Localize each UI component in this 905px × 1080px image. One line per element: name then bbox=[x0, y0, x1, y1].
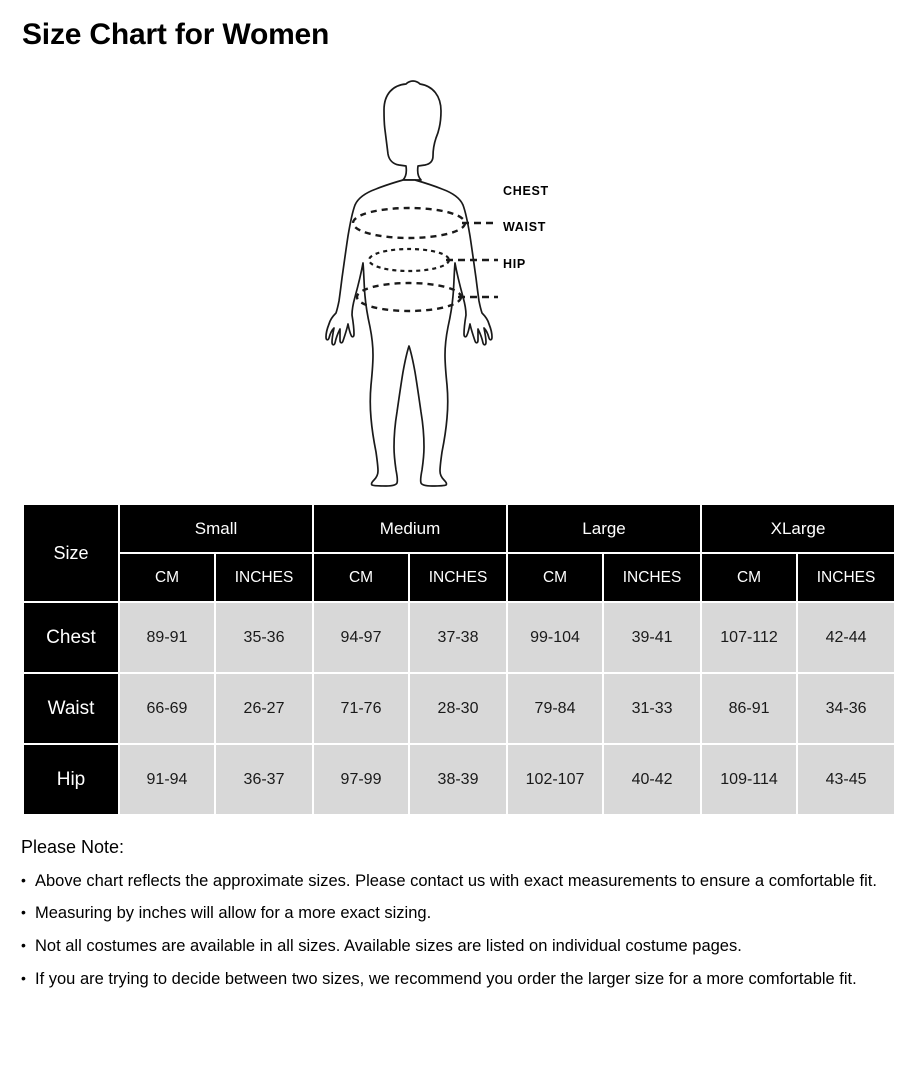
note-text: Above chart reflects the approximate siz… bbox=[35, 871, 877, 890]
size-group-header-medium: Medium bbox=[314, 505, 507, 552]
waist-label: WAIST bbox=[503, 220, 547, 234]
cell-hip-xlarge-cm: 109-114 bbox=[702, 745, 797, 814]
bullet-icon: • bbox=[21, 969, 26, 986]
chest-label: CHEST bbox=[503, 184, 549, 198]
size-group-header-small: Small bbox=[120, 505, 313, 552]
row-header-chest: Chest bbox=[24, 603, 118, 672]
table-row: Hip 91-94 36-37 97-99 38-39 102-107 40-4… bbox=[24, 745, 895, 814]
cell-chest-large-cm: 99-104 bbox=[508, 603, 603, 672]
unit-header-xlarge-inches: INCHES bbox=[798, 554, 895, 601]
cell-chest-large-inches: 39-41 bbox=[604, 603, 701, 672]
note-text: If you are trying to decide between two … bbox=[35, 969, 857, 988]
cell-hip-medium-cm: 97-99 bbox=[314, 745, 409, 814]
cell-waist-large-cm: 79-84 bbox=[508, 674, 603, 743]
table-header-row-units: CM INCHES CM INCHES CM INCHES CM INCHES bbox=[24, 554, 895, 601]
unit-header-large-inches: INCHES bbox=[604, 554, 701, 601]
note-item: • Above chart reflects the approximate s… bbox=[21, 870, 887, 893]
cell-waist-xlarge-cm: 86-91 bbox=[702, 674, 797, 743]
cell-waist-small-cm: 66-69 bbox=[120, 674, 214, 743]
note-item: • If you are trying to decide between tw… bbox=[21, 968, 887, 991]
cell-hip-large-cm: 102-107 bbox=[508, 745, 603, 814]
bullet-icon: • bbox=[21, 937, 26, 954]
body-measurement-diagram: CHEST WAIST HIP bbox=[300, 78, 600, 488]
cell-hip-small-inches: 36-37 bbox=[216, 745, 313, 814]
bullet-icon: • bbox=[21, 904, 26, 921]
table-row: Waist 66-69 26-27 71-76 28-30 79-84 31-3… bbox=[24, 674, 895, 743]
table-row: Chest 89-91 35-36 94-97 37-38 99-104 39-… bbox=[24, 603, 895, 672]
female-body-silhouette-icon bbox=[325, 80, 498, 487]
unit-header-medium-cm: CM bbox=[314, 554, 409, 601]
notes-heading: Please Note: bbox=[21, 837, 125, 857]
unit-header-medium-inches: INCHES bbox=[410, 554, 507, 601]
table-corner-size-label: Size bbox=[24, 505, 118, 601]
notes-section: Please Note: • Above chart reflects the … bbox=[21, 836, 887, 1001]
cell-chest-small-cm: 89-91 bbox=[120, 603, 214, 672]
cell-hip-small-cm: 91-94 bbox=[120, 745, 214, 814]
unit-header-small-cm: CM bbox=[120, 554, 214, 601]
page-title: Size Chart for Women bbox=[22, 18, 330, 51]
note-item: • Measuring by inches will allow for a m… bbox=[21, 902, 887, 925]
size-group-header-xlarge: XLarge bbox=[702, 505, 895, 552]
note-text: Measuring by inches will allow for a mor… bbox=[35, 904, 432, 923]
row-header-hip: Hip bbox=[24, 745, 118, 814]
cell-hip-xlarge-inches: 43-45 bbox=[798, 745, 895, 814]
note-text: Not all costumes are available in all si… bbox=[35, 937, 742, 956]
cell-waist-small-inches: 26-27 bbox=[216, 674, 313, 743]
cell-waist-medium-inches: 28-30 bbox=[410, 674, 507, 743]
bullet-icon: • bbox=[21, 871, 26, 888]
cell-waist-large-inches: 31-33 bbox=[604, 674, 701, 743]
cell-chest-xlarge-cm: 107-112 bbox=[702, 603, 797, 672]
cell-chest-medium-cm: 94-97 bbox=[314, 603, 409, 672]
note-item: • Not all costumes are available in all … bbox=[21, 935, 887, 958]
row-header-waist: Waist bbox=[24, 674, 118, 743]
hip-label: HIP bbox=[503, 257, 526, 271]
cell-waist-xlarge-inches: 34-36 bbox=[798, 674, 895, 743]
cell-chest-medium-inches: 37-38 bbox=[410, 603, 507, 672]
unit-header-small-inches: INCHES bbox=[216, 554, 313, 601]
cell-hip-medium-inches: 38-39 bbox=[410, 745, 507, 814]
cell-waist-medium-cm: 71-76 bbox=[314, 674, 409, 743]
cell-chest-xlarge-inches: 42-44 bbox=[798, 603, 895, 672]
unit-header-large-cm: CM bbox=[508, 554, 603, 601]
cell-hip-large-inches: 40-42 bbox=[604, 745, 701, 814]
size-group-header-large: Large bbox=[508, 505, 701, 552]
cell-chest-small-inches: 35-36 bbox=[216, 603, 313, 672]
unit-header-xlarge-cm: CM bbox=[702, 554, 797, 601]
size-chart-table: Size Small Medium Large XLarge CM INCHES… bbox=[22, 503, 896, 816]
table-header-row-groups: Size Small Medium Large XLarge bbox=[24, 505, 895, 601]
